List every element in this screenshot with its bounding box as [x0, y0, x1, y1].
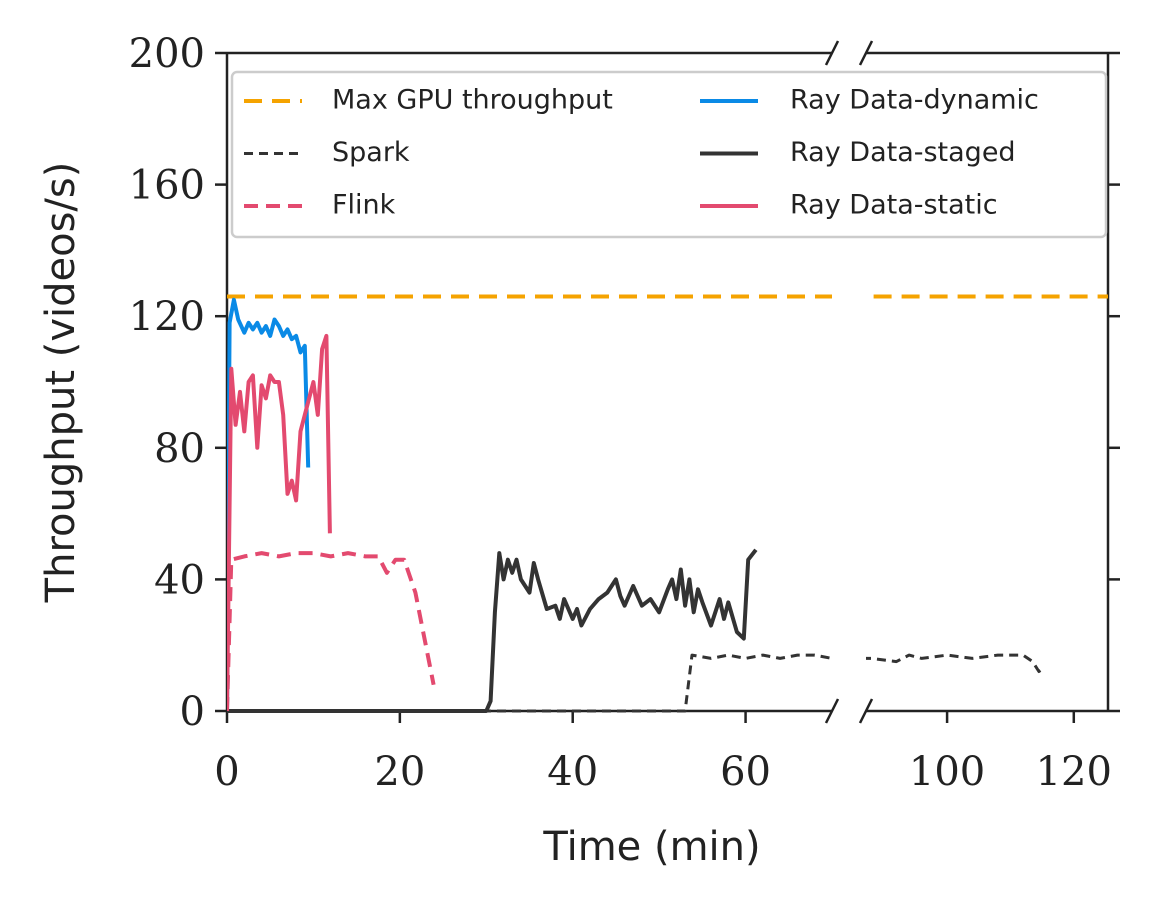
series-line — [227, 548, 758, 713]
legend-label: Max GPU throughput — [332, 85, 613, 116]
y-tick-label: 80 — [154, 426, 205, 472]
series-line — [227, 653, 832, 713]
series-line — [866, 653, 1045, 673]
series-segment — [227, 551, 436, 712]
series-segment — [227, 333, 332, 712]
series-segment — [227, 653, 832, 713]
legend-box — [230, 70, 1108, 239]
y-tick-label: 160 — [129, 163, 205, 209]
legend-label: Spark — [332, 137, 410, 168]
series-segment — [866, 653, 1045, 673]
series-segment — [227, 548, 758, 713]
series-segment — [227, 297, 311, 712]
y-tick-label: 120 — [129, 294, 205, 340]
x-tick-label: 100 — [909, 749, 985, 795]
legend-label: Ray Data-dynamic — [790, 85, 1039, 116]
y-tick-label: 40 — [154, 557, 205, 603]
series-line — [227, 551, 436, 712]
x-tick-label: 40 — [547, 749, 598, 795]
x-tick-label: 0 — [214, 749, 239, 795]
legend-label: Flink — [332, 190, 396, 221]
y-tick-label: 200 — [129, 31, 205, 77]
y-axis-label: Throughput (videos/s) — [38, 162, 84, 604]
x-axis-label: Time (min) — [542, 824, 760, 870]
legend-label: Ray Data-static — [790, 190, 998, 221]
series-line — [227, 297, 311, 712]
legend-label: Ray Data-staged — [790, 137, 1016, 168]
x-tick-label: 120 — [1036, 749, 1112, 795]
legend: Max GPU throughput Spark Flink Ray Data-dyn… — [230, 70, 1108, 239]
series-line — [227, 333, 332, 712]
y-tick-label: 0 — [180, 689, 205, 735]
x-tick-label: 20 — [374, 749, 425, 795]
x-tick-label: 60 — [720, 749, 771, 795]
